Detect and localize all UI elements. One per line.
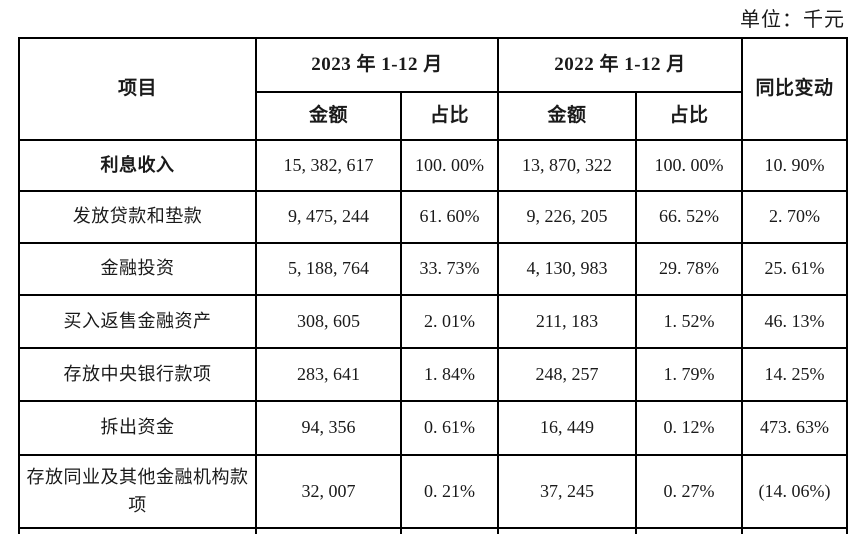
cell-amount-2022: 4, 130, 983 [497,242,638,296]
cell-yoy: 46. 13% [741,294,849,349]
cell-amount-2023: 308, 605 [255,294,402,349]
table-row-loans-advances: 发放贷款和垫款 9, 475, 244 61. 60% 9, 226, 205 … [18,190,849,244]
cell-amount-2023: 94, 356 [255,400,402,456]
cell-share-2023: 2. 01% [399,294,500,349]
header-share-2023: 占比 [399,91,500,141]
cell-amount-2022: 248, 257 [497,347,638,402]
cell-yoy: 473. 63% [741,400,849,456]
cell-share-2023: 33. 73% [399,242,500,296]
table-row-interest-income: 利息收入 15, 382, 617 100. 00% 13, 870, 322 … [18,139,849,192]
row-label: 发放贷款和垫款 [18,190,257,244]
cell-share-2022: 29. 78% [635,242,744,296]
interest-income-table: 项目 2023 年 1-12 月 2022 年 1-12 月 同比变动 金额 占… [18,37,849,534]
header-share-2022: 占比 [635,91,744,141]
cell-share-2023: 100. 00% [399,139,500,192]
cell-amount-2022: 9, 226, 205 [497,190,638,244]
header-period-2023: 2023 年 1-12 月 [254,37,500,93]
cell-share-2022: 66. 52% [635,190,744,244]
cell-amount-2023: 32, 007 [255,454,402,529]
cell-yoy: 14. 25% [741,347,849,402]
cell-amount-2023: 5, 188, 764 [255,242,402,296]
cell-yoy: 10. 90% [741,139,849,192]
header-yoy-change: 同比变动 [741,37,849,141]
cell-amount-2023: 15, 382, 617 [255,139,402,192]
table-row-financial-investment: 金融投资 5, 188, 764 33. 73% 4, 130, 983 29.… [18,242,849,296]
cell-share-2022: 0. 27% [635,454,744,529]
table-row-interbank-deposits: 存放同业及其他金融机构款项 32, 007 0. 21% 37, 245 0. … [18,454,849,529]
header-amount-2022: 金额 [497,91,638,141]
cell-amount-2022: 211, 183 [497,294,638,349]
cell-amount-2022: 37, 245 [497,454,638,529]
row-label: 存放同业及其他金融机构款项 [18,454,257,529]
cell-share-2023: 0. 21% [399,454,500,529]
cell-amount-2023: 283, 641 [255,347,402,402]
cell-share-2023: 61. 60% [399,190,500,244]
cell-yoy: (14. 06%) [741,454,849,529]
cell-share-2022: 1. 79% [635,347,744,402]
table-row-partial [18,527,849,534]
row-label: 买入返售金融资产 [18,294,257,349]
header-item: 项目 [18,37,257,141]
table-row-placements: 拆出资金 94, 356 0. 61% 16, 449 0. 12% 473. … [18,400,849,456]
row-label: 拆出资金 [18,400,257,456]
cell-share-2022: 0. 12% [635,400,744,456]
cell-share-2022: 1. 52% [635,294,744,349]
row-label: 利息收入 [18,139,257,192]
table-row-reverse-repo: 买入返售金融资产 308, 605 2. 01% 211, 183 1. 52%… [18,294,849,349]
cell-share-2022: 100. 00% [635,139,744,192]
header-amount-2023: 金额 [255,91,402,141]
cell-yoy: 2. 70% [741,190,849,244]
row-label: 存放中央银行款项 [18,347,257,402]
cell-amount-2022: 13, 870, 322 [497,139,638,192]
cell-share-2023: 0. 61% [399,400,500,456]
header-period-2022: 2022 年 1-12 月 [497,37,744,93]
cell-amount-2023: 9, 475, 244 [255,190,402,244]
cell-share-2023: 1. 84% [399,347,500,402]
table-row-central-bank-deposits: 存放中央银行款项 283, 641 1. 84% 248, 257 1. 79%… [18,347,849,402]
cell-amount-2022: 16, 449 [497,400,638,456]
cell-yoy: 25. 61% [741,242,849,296]
row-label [18,527,257,534]
row-label: 金融投资 [18,242,257,296]
unit-note: 单位：千元 [740,9,845,31]
